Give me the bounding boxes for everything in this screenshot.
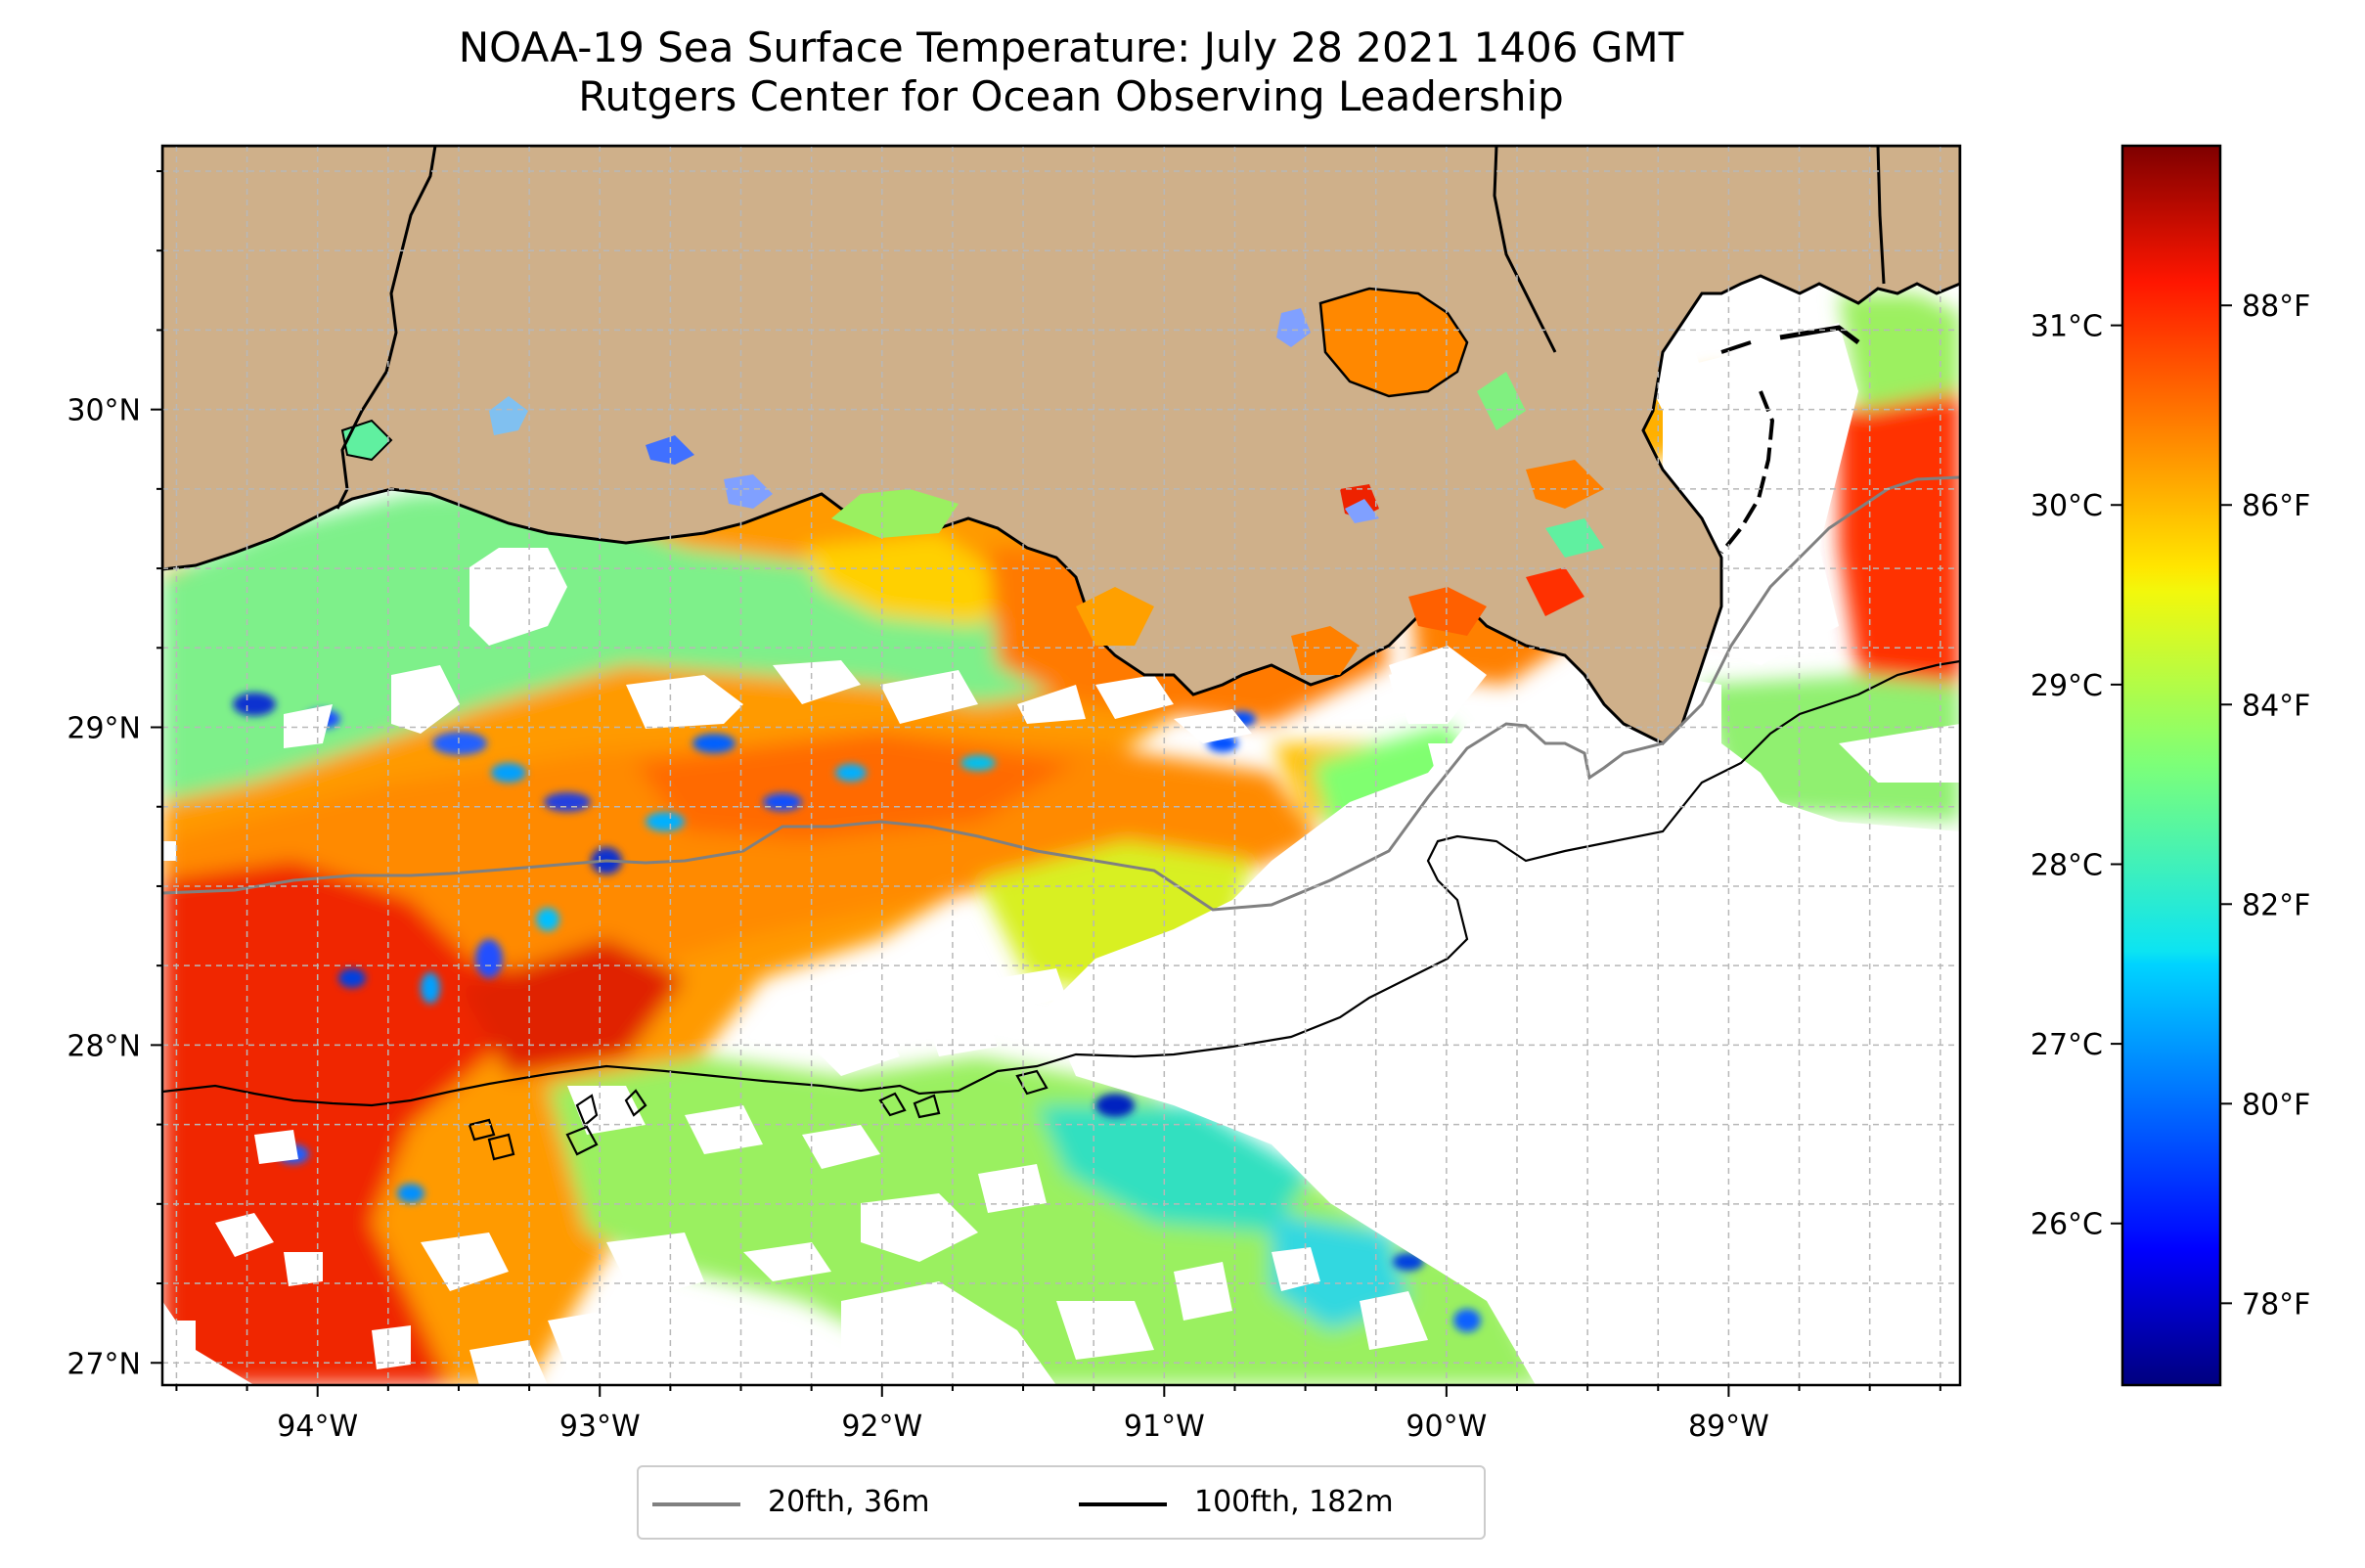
lat-tick-label: 27°N [67, 1347, 141, 1381]
barrier-islands [1719, 390, 1775, 555]
colorbar-fahrenheit-axis: 78°F 80°F 82°F 84°F 86°F 88°F [2220, 290, 2310, 1322]
latitude-axis: 27°N 28°N 29°N 30°N [67, 169, 162, 1381]
celsius-tick-label: 27°C [2030, 1028, 2103, 1062]
longitude-axis: 94°W 93°W 92°W 91°W 90°W 89°W [175, 1385, 1941, 1444]
sst-map [162, 146, 1960, 1385]
sst-east-warm [1839, 391, 1960, 685]
fahrenheit-tick-label: 80°F [2242, 1088, 2310, 1122]
celsius-tick-label: 29°C [2030, 669, 2103, 703]
state-border-louisiana-mississippi [1493, 146, 1557, 353]
lon-tick-label: 93°W [559, 1410, 641, 1444]
celsius-tick-label: 28°C [2030, 848, 2103, 882]
legend-label-100fth: 100fth, 182m [1194, 1485, 1394, 1519]
celsius-tick-label: 30°C [2030, 489, 2103, 523]
legend-swatch-100fth [1079, 1502, 1167, 1506]
lon-tick-label: 91°W [1124, 1410, 1205, 1444]
legend-label-20fth: 20fth, 36m [768, 1485, 930, 1519]
lat-tick-label: 30°N [67, 394, 141, 428]
map-frame [160, 144, 1962, 1387]
lon-tick-label: 89°W [1688, 1410, 1769, 1444]
celsius-tick-label: 31°C [2030, 310, 2103, 344]
lon-tick-label: 92°W [841, 1410, 922, 1444]
lat-tick-label: 29°N [67, 712, 141, 746]
land-mass [162, 146, 1960, 745]
isobath-100fth-loops [468, 1069, 1049, 1161]
isobath-20fth [162, 475, 1960, 912]
state-border-texas-louisiana [335, 146, 437, 510]
fahrenheit-tick-label: 82°F [2242, 888, 2310, 922]
lat-tick-label: 28°N [67, 1029, 141, 1063]
title-line-2: Rutgers Center for Ocean Observing Leade… [578, 72, 1564, 120]
lon-tick-label: 90°W [1406, 1410, 1487, 1444]
fahrenheit-tick-label: 84°F [2242, 689, 2310, 723]
lake-pontchartrain [1318, 287, 1469, 398]
legend-swatch-20fth [652, 1502, 740, 1506]
celsius-tick-label: 26°C [2030, 1208, 2103, 1242]
colorbar [2120, 144, 2222, 1387]
fahrenheit-tick-label: 88°F [2242, 290, 2310, 324]
map-gridlines [162, 146, 1960, 1385]
isobath-legend: 20fth, 36m 100fth, 182m [637, 1465, 1486, 1540]
lon-tick-label: 94°W [277, 1410, 358, 1444]
colorbar-celsius-axis: 26°C 27°C 28°C 29°C 30°C 31°C [2030, 310, 2122, 1242]
fahrenheit-tick-label: 86°F [2242, 489, 2310, 523]
sst-red-southwest [162, 861, 548, 1385]
title-line-1: NOAA-19 Sea Surface Temperature: July 28… [458, 23, 1684, 71]
isobath-100fth [162, 659, 1960, 1107]
coastal-bays [831, 372, 1604, 675]
state-border-mississippi-alabama [1876, 146, 1886, 285]
fahrenheit-tick-label: 78°F [2242, 1287, 2310, 1322]
